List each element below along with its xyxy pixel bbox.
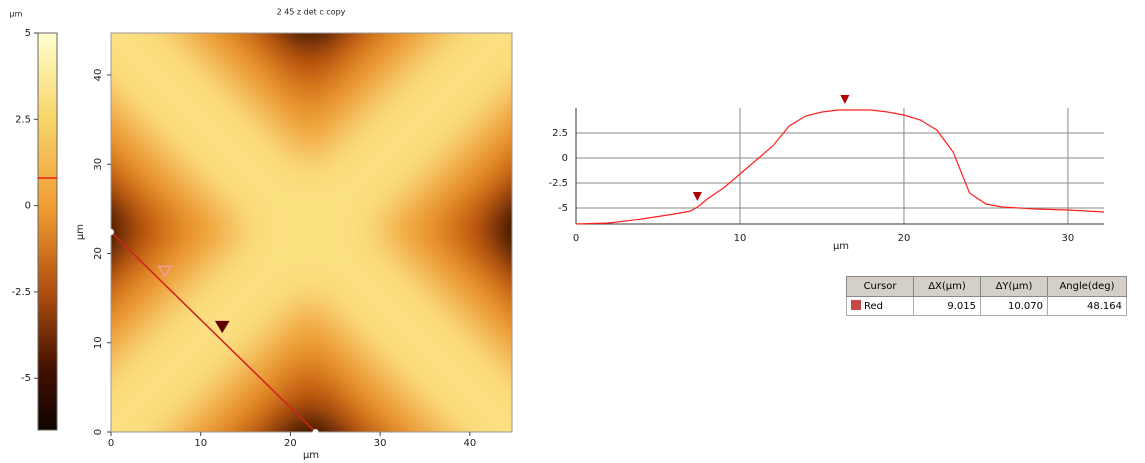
cell: 9.015	[914, 297, 981, 316]
colorbar-tick-label: -5	[21, 373, 31, 384]
cell: 10.070	[981, 297, 1048, 316]
cursor-end	[108, 229, 114, 235]
table-row: Red 9.015 10.070 48.164	[847, 297, 1127, 316]
table-header: Cursor ΔX(µm) ΔY(µm) Angle(deg)	[847, 277, 1127, 297]
page: 2 45 z det c copy µm µm µm µm 0 10 20 30 40 0…	[0, 0, 1145, 463]
y-tick-label: 30	[93, 158, 104, 171]
x-tick-label: 0	[108, 438, 114, 449]
image-ridges	[60, 0, 560, 463]
y-tick-label: 2.5	[552, 128, 568, 139]
colorbar-label: µm	[10, 10, 23, 19]
column-header: Cursor	[847, 277, 914, 297]
colorbar-tick-label: -2.5	[11, 287, 31, 298]
profile-line	[576, 110, 1104, 224]
column-header: Angle(deg)	[1048, 277, 1127, 297]
x-axis-label: µm	[833, 241, 849, 252]
image-title: 2 45 z det c copy	[277, 8, 346, 17]
colorbar-tick-label: 5	[25, 28, 31, 39]
x-tick-label: 20	[898, 233, 911, 244]
cell: Red	[847, 297, 914, 316]
cell-text: Red	[864, 301, 883, 312]
x-tick-label: 30	[374, 438, 387, 449]
y-tick-label: 40	[93, 69, 104, 82]
colorbar-tick-label: 2.5	[15, 114, 31, 125]
screen: 2 45 z det c copy µm µm µm µm 0 10 20 30 40 0…	[0, 0, 1145, 463]
cursor-marker	[693, 192, 702, 201]
cell: 48.164	[1048, 297, 1127, 316]
colorbar	[38, 33, 57, 430]
cursor-marker	[840, 95, 849, 104]
x-tick-label: 10	[734, 233, 747, 244]
swatch	[851, 300, 861, 310]
column-header: ΔX(µm)	[914, 277, 981, 297]
y-tick-label: 20	[93, 247, 104, 260]
colorbar-tick-label: 0	[25, 201, 31, 212]
x-tick-label: 0	[573, 233, 579, 244]
y-tick-label: 0	[93, 429, 104, 435]
column-header: ΔY(µm)	[981, 277, 1048, 297]
y-tick-label: -5	[558, 203, 568, 214]
y-tick-label: 10	[93, 336, 104, 349]
y-tick-label: 0	[562, 153, 568, 164]
cursor-table: Cursor ΔX(µm) ΔY(µm) Angle(deg) Red 9.01…	[846, 276, 1127, 316]
x-tick-label: 20	[284, 438, 297, 449]
x-tick-label: 10	[194, 438, 207, 449]
x-tick-label: 30	[1062, 233, 1075, 244]
x-tick-label: 40	[463, 438, 476, 449]
cursor-end	[313, 429, 319, 435]
x-axis-label: µm	[303, 450, 319, 461]
y-axis-label: µm	[75, 224, 86, 240]
y-tick-label: -2.5	[548, 178, 568, 189]
height-image	[60, 0, 560, 463]
